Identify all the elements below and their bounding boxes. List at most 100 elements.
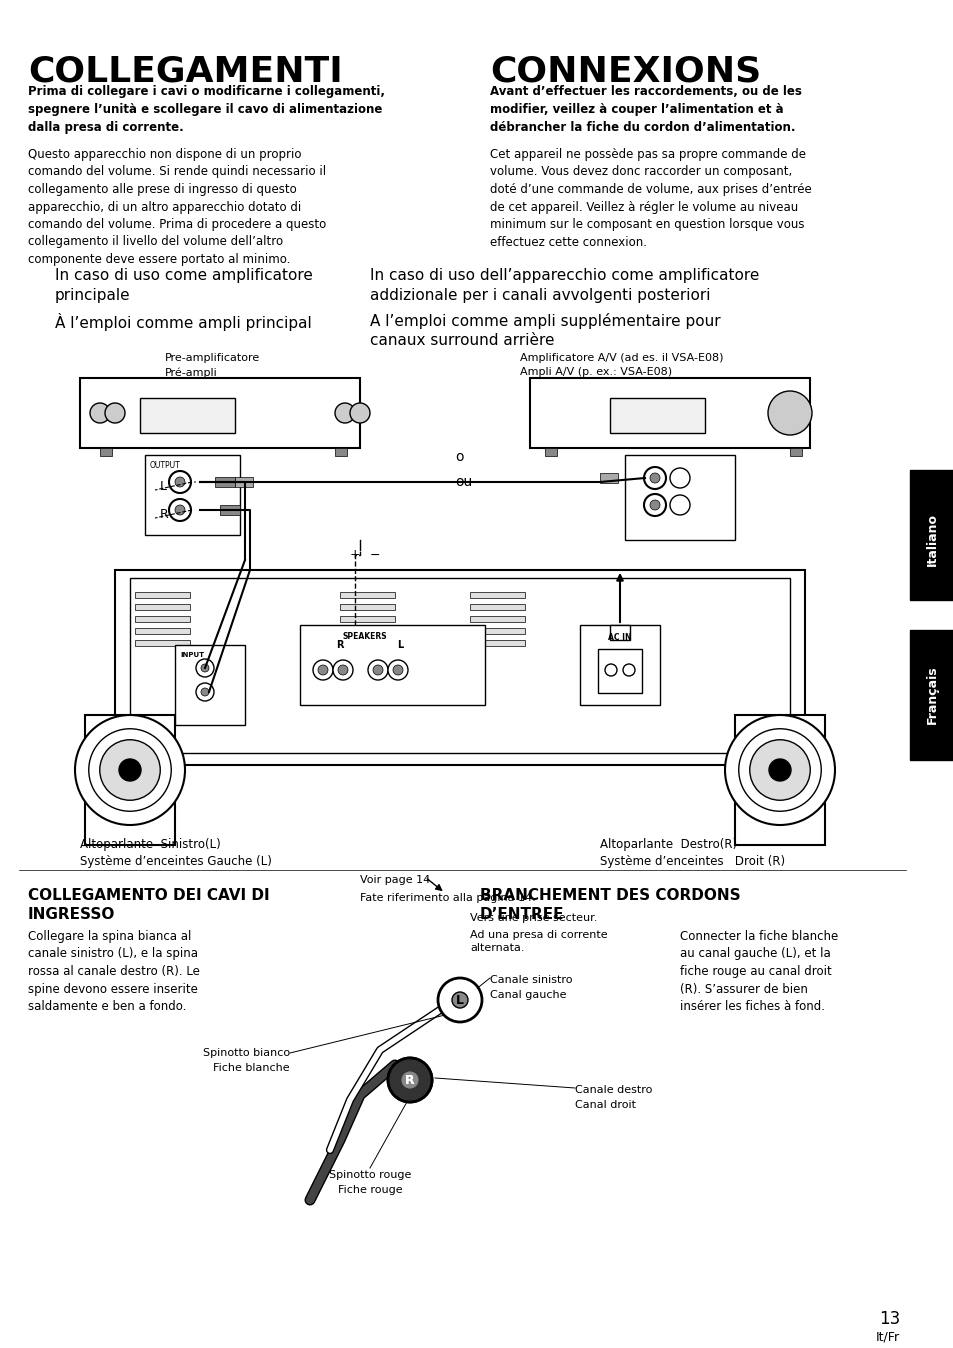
Text: Prima di collegare i cavi o modificarne i collegamenti,
spegnere l’unità e scoll: Prima di collegare i cavi o modificarne …	[28, 85, 385, 133]
FancyBboxPatch shape	[909, 630, 953, 760]
Circle shape	[388, 661, 408, 679]
Bar	[135, 616, 190, 621]
Text: A l’emploi comme ampli supplémentaire pour: A l’emploi comme ampli supplémentaire po…	[370, 313, 720, 329]
Circle shape	[317, 665, 328, 675]
Text: L: L	[160, 480, 167, 493]
Text: OUTPUT: OUTPUT	[150, 461, 180, 470]
Circle shape	[100, 740, 160, 801]
Circle shape	[350, 403, 370, 423]
Bar	[734, 714, 824, 845]
Text: Questo apparecchio non dispone di un proprio
comando del volume. Si rende quindi: Questo apparecchio non dispone di un pro…	[28, 148, 326, 266]
Bar	[145, 456, 240, 535]
Text: ou: ou	[455, 474, 472, 489]
Bar	[609, 625, 629, 640]
Bar	[470, 640, 524, 646]
Bar	[85, 714, 174, 845]
Bar	[80, 377, 359, 448]
Text: R: R	[405, 1073, 415, 1086]
Bar	[624, 456, 734, 541]
Text: principale: principale	[55, 288, 131, 303]
Circle shape	[119, 759, 141, 780]
Text: Canale destro: Canale destro	[575, 1085, 652, 1095]
Circle shape	[437, 979, 481, 1022]
Bar	[135, 628, 190, 634]
Text: Spinotto bianco: Spinotto bianco	[203, 1047, 290, 1058]
Circle shape	[313, 661, 333, 679]
Circle shape	[767, 391, 811, 435]
Circle shape	[649, 500, 659, 510]
Text: SPEAKERS: SPEAKERS	[342, 632, 387, 642]
Bar	[470, 628, 524, 634]
Circle shape	[169, 499, 191, 520]
Text: R: R	[160, 508, 169, 520]
Text: Canal droit: Canal droit	[575, 1100, 636, 1109]
Text: AC IN: AC IN	[608, 634, 631, 642]
Circle shape	[89, 729, 172, 811]
Bar	[530, 377, 809, 448]
Bar	[335, 448, 347, 456]
Bar	[579, 625, 659, 705]
Circle shape	[335, 403, 355, 423]
Bar	[135, 640, 190, 646]
Bar	[140, 398, 234, 433]
Text: o: o	[455, 450, 463, 464]
Circle shape	[90, 403, 110, 423]
Circle shape	[368, 661, 388, 679]
Circle shape	[174, 477, 185, 487]
Circle shape	[768, 759, 790, 780]
Text: addizionale per i canali avvolgenti posteriori: addizionale per i canali avvolgenti post…	[370, 288, 710, 303]
Circle shape	[333, 661, 353, 679]
Text: L: L	[456, 993, 463, 1007]
Text: À l’emploi comme ampli principal: À l’emploi comme ampli principal	[55, 313, 312, 332]
Text: COLLEGAMENTI: COLLEGAMENTI	[28, 55, 342, 89]
Circle shape	[388, 1058, 432, 1103]
Text: canaux surround arrière: canaux surround arrière	[370, 333, 554, 348]
Text: Système d’enceintes Gauche (L): Système d’enceintes Gauche (L)	[80, 855, 272, 868]
Circle shape	[169, 470, 191, 493]
Text: Français: Français	[924, 666, 938, 724]
Bar	[470, 604, 524, 611]
Circle shape	[393, 665, 402, 675]
Text: Voir page 14.: Voir page 14.	[359, 875, 434, 886]
Text: +: +	[350, 549, 360, 562]
Text: Canal gauche: Canal gauche	[490, 989, 566, 1000]
Bar	[470, 616, 524, 621]
Text: CONNEXIONS: CONNEXIONS	[490, 55, 760, 89]
Circle shape	[643, 493, 665, 516]
Text: Pré-ampli: Pré-ampli	[165, 367, 217, 377]
Bar	[234, 477, 253, 487]
Bar	[115, 570, 804, 766]
Text: Altoparlante  Destro(R): Altoparlante Destro(R)	[599, 838, 737, 851]
Circle shape	[738, 729, 821, 811]
Circle shape	[749, 740, 809, 801]
Bar	[470, 592, 524, 599]
Circle shape	[105, 403, 125, 423]
Bar	[135, 604, 190, 611]
Bar	[598, 648, 641, 693]
Bar	[544, 448, 557, 456]
Text: In caso di uso dell’apparecchio come amplificatore: In caso di uso dell’apparecchio come amp…	[370, 268, 759, 283]
Text: R: R	[335, 640, 343, 650]
Circle shape	[669, 495, 689, 515]
Circle shape	[75, 714, 185, 825]
Circle shape	[604, 665, 617, 675]
Bar	[339, 604, 395, 611]
Circle shape	[669, 468, 689, 488]
Circle shape	[649, 473, 659, 483]
Bar	[789, 448, 801, 456]
Text: Spinotto rouge: Spinotto rouge	[329, 1170, 411, 1180]
Circle shape	[201, 687, 209, 696]
Text: Italiano: Italiano	[924, 514, 938, 566]
Circle shape	[388, 1058, 432, 1103]
Text: BRANCHEMENT DES CORDONS
D’ENTREE: BRANCHEMENT DES CORDONS D’ENTREE	[479, 888, 740, 922]
Text: Ampli A/V (p. ex.: VSA-E08): Ampli A/V (p. ex.: VSA-E08)	[519, 367, 672, 377]
Bar	[299, 625, 484, 705]
Bar	[100, 448, 112, 456]
Bar	[220, 506, 240, 515]
Bar	[339, 592, 395, 599]
Bar	[130, 578, 789, 754]
Circle shape	[401, 1072, 417, 1088]
Text: Canale sinistro: Canale sinistro	[490, 975, 572, 985]
Text: 13: 13	[878, 1310, 899, 1328]
Bar	[609, 398, 704, 433]
